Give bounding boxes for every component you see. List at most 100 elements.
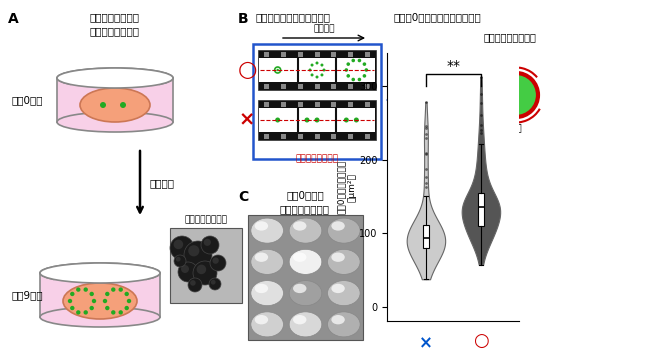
Circle shape [304, 118, 310, 122]
Polygon shape [40, 273, 160, 317]
Circle shape [364, 68, 368, 72]
Bar [348, 133, 353, 138]
Circle shape [213, 257, 219, 264]
Circle shape [125, 306, 129, 310]
Bar [365, 52, 370, 56]
Circle shape [181, 265, 189, 273]
Circle shape [453, 73, 497, 117]
Circle shape [84, 287, 88, 292]
Circle shape [174, 255, 186, 267]
Circle shape [362, 62, 366, 66]
Text: フィーダーフリー
オルガノイド培養: フィーダーフリー オルガノイド培養 [90, 12, 140, 36]
Bar [258, 100, 376, 140]
Bar [331, 102, 337, 107]
Circle shape [358, 78, 361, 81]
Text: ○: ○ [473, 332, 489, 350]
Bar [298, 102, 303, 107]
Circle shape [76, 287, 81, 292]
Ellipse shape [327, 312, 360, 337]
PathPatch shape [478, 193, 484, 226]
Circle shape [204, 239, 211, 246]
Bar [365, 84, 370, 89]
Text: 成長因子: 成長因子 [150, 178, 175, 188]
Circle shape [178, 262, 198, 282]
Circle shape [105, 292, 110, 296]
PathPatch shape [422, 225, 429, 248]
Y-axis label: 培養0日目の細胞面積
（μm²）: 培養0日目の細胞面積 （μm²） [337, 160, 356, 214]
Circle shape [351, 78, 355, 81]
Bar [280, 84, 286, 89]
Polygon shape [57, 78, 173, 122]
Circle shape [70, 306, 75, 310]
Text: B: B [238, 12, 249, 26]
Circle shape [100, 102, 106, 108]
Ellipse shape [331, 252, 345, 262]
Ellipse shape [327, 281, 360, 306]
Bar [298, 133, 303, 138]
Circle shape [211, 280, 216, 285]
Circle shape [90, 292, 94, 296]
Circle shape [125, 292, 129, 296]
Bar [331, 133, 337, 138]
Ellipse shape [251, 218, 283, 243]
Circle shape [201, 236, 219, 254]
Ellipse shape [65, 78, 165, 106]
Circle shape [344, 118, 349, 122]
Bar [315, 133, 319, 138]
Ellipse shape [255, 284, 268, 293]
Bar [298, 84, 303, 89]
Ellipse shape [40, 307, 160, 327]
Ellipse shape [251, 249, 283, 274]
Circle shape [111, 287, 116, 292]
Circle shape [92, 299, 96, 303]
Circle shape [354, 118, 359, 122]
Ellipse shape [255, 315, 268, 324]
Ellipse shape [48, 273, 152, 301]
Text: ・長期ライブイメージング: ・長期ライブイメージング [256, 12, 331, 22]
Text: A: A [8, 12, 18, 26]
Text: 細胞の「顔」を認識: 細胞の「顔」を認識 [484, 32, 537, 42]
Circle shape [197, 265, 206, 274]
Ellipse shape [289, 218, 322, 243]
Circle shape [120, 102, 126, 108]
Circle shape [90, 306, 94, 310]
Bar [259, 58, 375, 82]
Text: 時間を遙って解析: 時間を遙って解析 [296, 154, 339, 163]
Text: ○: ○ [238, 60, 257, 80]
Text: 周長: 周長 [510, 122, 522, 132]
Ellipse shape [80, 88, 150, 122]
Circle shape [193, 261, 217, 285]
Circle shape [494, 73, 538, 117]
Circle shape [84, 310, 88, 315]
Circle shape [76, 310, 81, 315]
Circle shape [209, 278, 221, 290]
Circle shape [210, 255, 226, 271]
Bar [264, 102, 269, 107]
Circle shape [315, 61, 319, 65]
Bar [315, 84, 319, 89]
Bar [248, 215, 363, 340]
Bar [348, 84, 353, 89]
Ellipse shape [327, 218, 360, 243]
Circle shape [127, 299, 131, 303]
Bar [264, 133, 269, 138]
Circle shape [315, 76, 319, 78]
Ellipse shape [289, 281, 322, 306]
Bar [264, 84, 269, 89]
Text: 培養0日目: 培養0日目 [12, 95, 44, 105]
Bar [298, 52, 303, 56]
Circle shape [174, 240, 183, 249]
Ellipse shape [293, 252, 306, 262]
Bar [348, 52, 353, 56]
Text: 面積: 面積 [431, 122, 443, 132]
Text: **: ** [446, 59, 461, 73]
Bar [258, 50, 376, 90]
Circle shape [105, 306, 110, 310]
Ellipse shape [331, 221, 345, 231]
Circle shape [119, 287, 123, 292]
Ellipse shape [40, 263, 160, 283]
Circle shape [184, 241, 212, 269]
Text: C: C [238, 190, 248, 204]
Bar [280, 52, 286, 56]
Text: ・培養0日目の細胞の形態計測: ・培養0日目の細胞の形態計測 [393, 12, 480, 22]
